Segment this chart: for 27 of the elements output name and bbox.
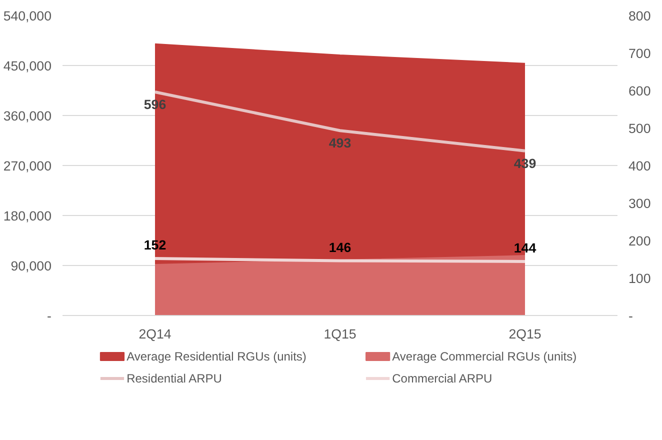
y2-tick-label: 600 (628, 84, 651, 98)
y2-tick-label: 400 (628, 158, 651, 174)
legend-label: Average Commercial RGUs (units) (392, 350, 577, 364)
x-tick-label: 2Q14 (138, 326, 172, 342)
y-tick-label: 270,000 (3, 158, 52, 174)
data-label: 439 (514, 156, 536, 171)
y-tick-label: 540,000 (3, 8, 52, 24)
data-label: 596 (144, 97, 166, 112)
y2-tick-label: 800 (628, 8, 651, 24)
data-label: 493 (328, 136, 352, 151)
y2-tick-label: 100 (628, 271, 651, 286)
y2-tick-label: - (628, 308, 633, 324)
legend-label: Residential ARPU (126, 372, 222, 386)
data-label: 146 (328, 240, 352, 255)
y-tick-label: 180,000 (3, 208, 52, 224)
y-tick-label: - (47, 308, 52, 324)
legend-label: Commercial ARPU (392, 372, 492, 386)
y-tick-label: 450,000 (3, 58, 52, 74)
y2-tick-label: 300 (628, 196, 651, 211)
y-tick-label: 360,000 (3, 108, 52, 124)
x-tick-label: 2Q15 (508, 326, 542, 342)
y2-tick-label: 700 (628, 46, 651, 61)
y2-tick-label: 200 (628, 234, 651, 248)
legend-label: Average Residential RGUs (units) (126, 350, 306, 364)
y-tick-label: 90,000 (10, 258, 52, 274)
x-tick-label: 1Q15 (324, 326, 356, 342)
y2-tick-label: 500 (628, 121, 651, 136)
